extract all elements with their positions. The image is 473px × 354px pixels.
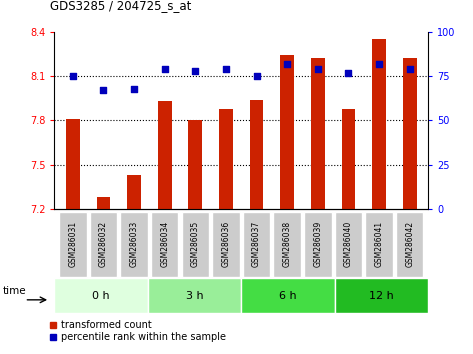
Point <box>161 66 168 72</box>
Bar <box>148 278 241 313</box>
FancyBboxPatch shape <box>151 212 178 276</box>
Point <box>406 66 413 72</box>
FancyBboxPatch shape <box>273 212 301 276</box>
Bar <box>311 58 324 209</box>
Text: 6 h: 6 h <box>279 291 297 301</box>
Text: GSM286038: GSM286038 <box>283 221 292 267</box>
Point <box>375 61 383 67</box>
Bar <box>403 58 417 209</box>
Text: GSM286033: GSM286033 <box>130 221 139 267</box>
Text: GSM286032: GSM286032 <box>99 221 108 267</box>
Bar <box>127 175 141 209</box>
Bar <box>250 100 263 209</box>
Text: 12 h: 12 h <box>369 291 394 301</box>
Legend: transformed count, percentile rank within the sample: transformed count, percentile rank withi… <box>50 320 227 342</box>
Bar <box>372 39 386 209</box>
Point <box>192 68 199 74</box>
Bar <box>280 56 294 209</box>
Text: 3 h: 3 h <box>186 291 203 301</box>
Bar <box>342 109 355 209</box>
Text: time: time <box>3 286 26 296</box>
Point <box>130 86 138 91</box>
FancyBboxPatch shape <box>304 212 332 276</box>
Point <box>100 87 107 93</box>
Text: 0 h: 0 h <box>92 291 110 301</box>
Text: GSM286031: GSM286031 <box>68 221 77 267</box>
Bar <box>188 120 202 209</box>
Bar <box>241 278 334 313</box>
Text: GSM286042: GSM286042 <box>405 221 414 267</box>
FancyBboxPatch shape <box>212 212 240 276</box>
Text: GSM286037: GSM286037 <box>252 221 261 267</box>
Text: GSM286040: GSM286040 <box>344 221 353 267</box>
Text: GSM286041: GSM286041 <box>375 221 384 267</box>
FancyBboxPatch shape <box>120 212 148 276</box>
Point <box>69 73 77 79</box>
Point <box>314 66 322 72</box>
Text: GSM286039: GSM286039 <box>313 221 322 267</box>
Bar <box>54 278 148 313</box>
Point <box>222 66 230 72</box>
Bar <box>219 109 233 209</box>
Bar <box>158 101 172 209</box>
Point <box>283 61 291 67</box>
Text: GSM286034: GSM286034 <box>160 221 169 267</box>
Text: GSM286035: GSM286035 <box>191 221 200 267</box>
Bar <box>66 119 79 209</box>
FancyBboxPatch shape <box>396 212 423 276</box>
Point <box>253 73 260 79</box>
Bar <box>334 278 428 313</box>
FancyBboxPatch shape <box>182 212 209 276</box>
Bar <box>96 197 110 209</box>
FancyBboxPatch shape <box>89 212 117 276</box>
FancyBboxPatch shape <box>335 212 362 276</box>
FancyBboxPatch shape <box>243 212 271 276</box>
Text: GSM286036: GSM286036 <box>221 221 230 267</box>
Point <box>345 70 352 75</box>
Text: GDS3285 / 204725_s_at: GDS3285 / 204725_s_at <box>50 0 191 12</box>
FancyBboxPatch shape <box>365 212 393 276</box>
FancyBboxPatch shape <box>59 212 87 276</box>
